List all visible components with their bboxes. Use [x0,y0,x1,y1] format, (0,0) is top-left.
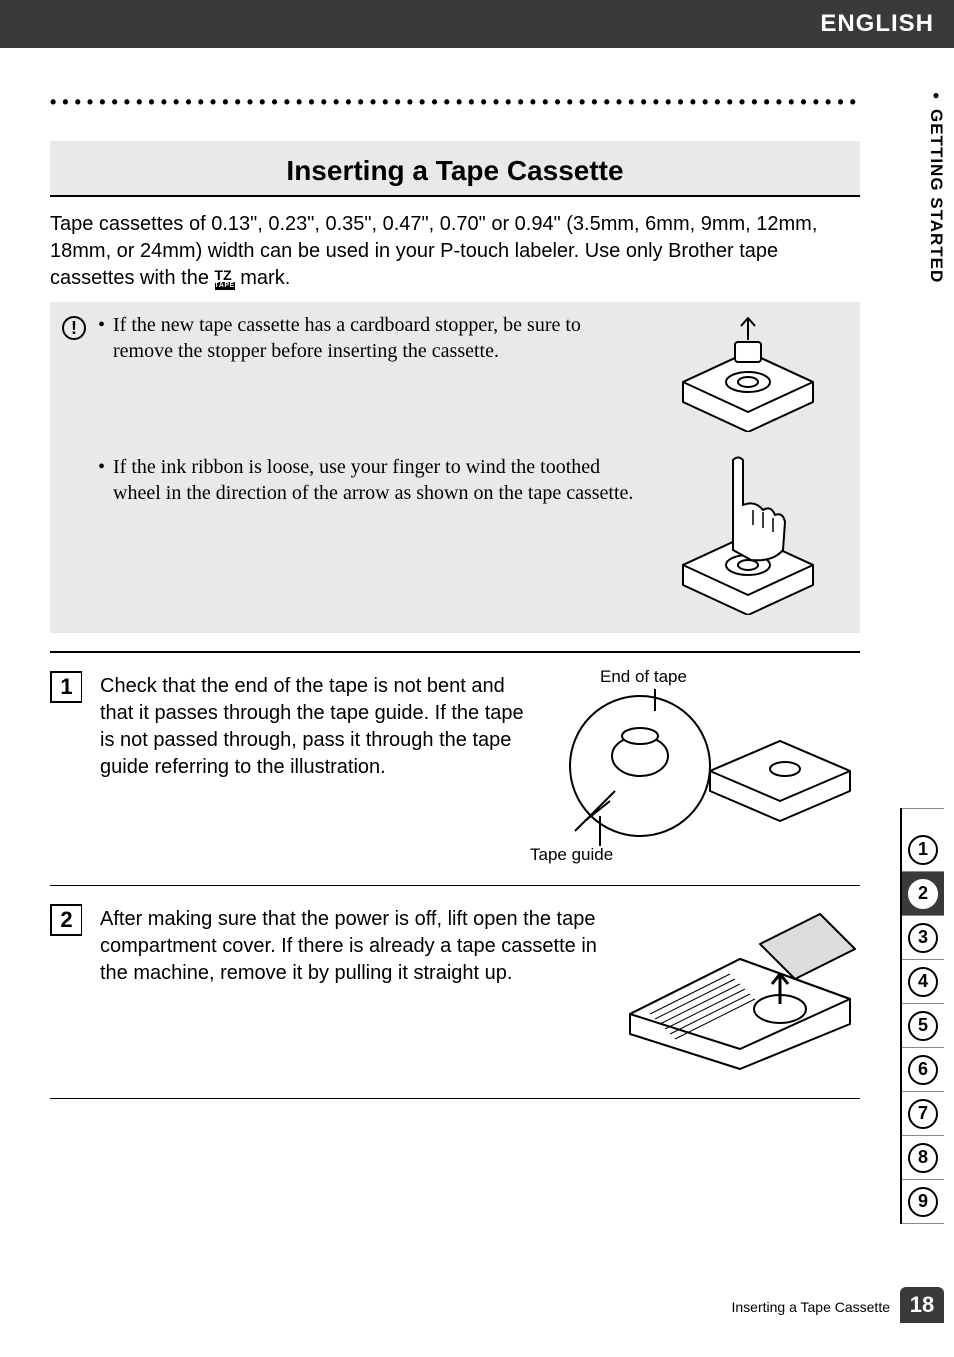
right-column: GETTING STARTED 1 2 3 4 5 6 7 8 9 18 [894,48,954,1357]
chapter-tab-2[interactable]: 2 [902,872,944,916]
step-row: 1 Check that the end of the tape is not … [50,653,860,886]
header-bar: ENGLISH [0,0,954,48]
tab-number: 2 [908,879,938,909]
tab-number: 1 [908,835,938,865]
cassette-hand-illustration [663,450,833,615]
tz-mark-icon: TZ [215,268,235,290]
chapter-tab-5[interactable]: 5 [902,1004,944,1048]
chapter-tab-4[interactable]: 4 [902,960,944,1004]
caution-item: If the new tape cassette has a cardboard… [113,312,636,364]
tape-guide-illustration [560,671,860,861]
tab-number: 5 [908,1011,938,1041]
caution-box: ! If the new tape cassette has a cardboa… [50,302,860,633]
step-number-box: 2 [50,904,82,936]
tab-number: 4 [908,967,938,997]
chapter-tab-8[interactable]: 8 [902,1136,944,1180]
section-title-block: Inserting a Tape Cassette [50,141,860,197]
step-figure: End of tape Tape guide [560,671,860,861]
page-content: ••••••••••••••••••••••••••••••••••••••••… [50,48,860,1099]
tab-strip-top-gap [902,808,944,828]
chapter-tab-1[interactable]: 1 [902,828,944,872]
caution-body: If the new tape cassette has a cardboard… [98,312,636,506]
chapter-tab-6[interactable]: 6 [902,1048,944,1092]
chapter-tab-7[interactable]: 7 [902,1092,944,1136]
language-label: ENGLISH [820,10,934,38]
tab-number: 6 [908,1055,938,1085]
page-number: 18 [910,1292,934,1318]
page-title: Inserting a Tape Cassette [50,155,860,187]
tab-number: 7 [908,1099,938,1129]
intro-text-after: mark. [240,267,290,289]
dotted-rule: ••••••••••••••••••••••••••••••••••••••••… [50,92,860,113]
step-text: After making sure that the power is off,… [100,904,602,987]
step-figure [620,904,860,1074]
step-text: Check that the end of the tape is not be… [100,671,542,781]
tab-number: 3 [908,923,938,953]
caution-icon: ! [62,316,86,340]
step-number-box: 1 [50,671,82,703]
footer-title: Inserting a Tape Cassette [731,1299,890,1315]
tab-number: 8 [908,1143,938,1173]
callout-end-of-tape: End of tape [600,667,687,687]
section-label: GETTING STARTED [926,88,946,283]
step-row: 2 After making sure that the power is of… [50,886,860,1099]
labeler-open-illustration [620,904,860,1074]
intro-paragraph: Tape cassettes of 0.13", 0.23", 0.35", 0… [50,211,860,292]
caution-figures [648,312,848,615]
caution-item: If the ink ribbon is loose, use your fin… [113,454,636,506]
intro-text-before: Tape cassettes of 0.13", 0.23", 0.35", 0… [50,213,817,289]
page-number-box: 18 [900,1287,944,1323]
callout-tape-guide: Tape guide [530,845,613,865]
tab-strip: 1 2 3 4 5 6 7 8 9 [900,808,944,1224]
chapter-tab-9[interactable]: 9 [902,1180,944,1224]
cassette-top-illustration [663,312,833,432]
chapter-tab-3[interactable]: 3 [902,916,944,960]
tab-number: 9 [908,1187,938,1217]
